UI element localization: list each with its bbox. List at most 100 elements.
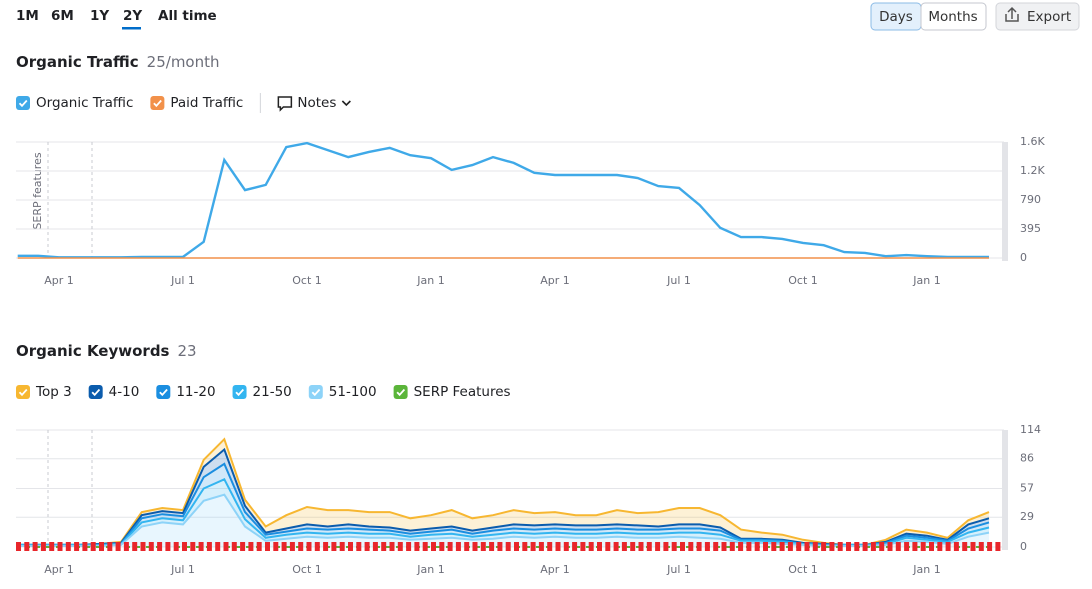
serp-flag (879, 542, 885, 551)
checkbox[interactable] (232, 385, 247, 399)
serp-flag (787, 542, 793, 551)
checkbox[interactable] (393, 385, 408, 399)
serp-flag (638, 542, 644, 551)
button-label[interactable]: Months (928, 9, 977, 25)
serp-flag (721, 542, 727, 551)
y-tick-label: 0 (1020, 251, 1027, 264)
serp-flag (779, 542, 785, 551)
x-tick-label: Apr 1 (540, 274, 570, 287)
y-annotation: SERP features (31, 152, 44, 229)
y-tick-label: 57 (1020, 482, 1034, 495)
checkbox-check (153, 99, 162, 108)
serp-flag (713, 542, 719, 551)
serp-flag (605, 542, 611, 551)
checkbox-box (156, 385, 171, 399)
serp-flag (49, 542, 55, 551)
serp-flag (215, 542, 221, 551)
export-button[interactable] (995, 2, 1080, 31)
serp-flag (580, 542, 586, 551)
checkbox-check (18, 99, 28, 108)
area-fill (17, 439, 989, 545)
serp-flag (182, 542, 187, 551)
period-tab[interactable]: 1M (16, 8, 39, 24)
serp-flag (754, 542, 760, 551)
serp-flag (563, 542, 569, 551)
legend-label[interactable]: Organic Traffic (36, 95, 133, 111)
legend-label[interactable]: 51-100 (329, 384, 377, 400)
button-label[interactable]: Export (1027, 9, 1071, 25)
x-tick-label: Jan 1 (416, 563, 444, 576)
serp-flag (372, 542, 378, 551)
serp-flag (32, 542, 38, 551)
serp-flag (530, 542, 536, 551)
serp-flag (763, 542, 768, 551)
serp-flag (904, 542, 910, 551)
title-text: Organic Keywords (16, 342, 170, 360)
legend-label[interactable]: 11-20 (176, 384, 215, 400)
serp-flag (406, 542, 412, 551)
serp-flag (671, 542, 677, 551)
chart-title: Organic Keywords 23 (16, 342, 197, 360)
notes-chevron[interactable] (341, 100, 351, 107)
x-tick-label: Jan 1 (912, 563, 940, 576)
x-tick-label: Jul 1 (170, 274, 195, 287)
serp-flag (123, 542, 129, 551)
serp-flag (65, 542, 71, 551)
checkbox-check (311, 388, 321, 397)
serp-flag (621, 542, 627, 551)
serp-flag (505, 542, 511, 551)
serp-flag (273, 542, 279, 551)
checkbox[interactable] (150, 96, 165, 110)
serp-flag (240, 542, 246, 551)
notes-icon[interactable] (277, 96, 293, 112)
serp-flag (248, 542, 254, 551)
serp-flag (688, 542, 694, 551)
serp-flag (696, 542, 702, 551)
serp-flag (962, 542, 968, 551)
legend-label[interactable]: SERP Features (414, 384, 511, 400)
checkbox-box (88, 385, 103, 399)
checkbox[interactable] (156, 385, 171, 399)
serp-flag (704, 542, 710, 551)
serp-flag (90, 542, 96, 551)
x-tick-label: Oct 1 (292, 274, 322, 287)
checkbox[interactable] (16, 96, 30, 110)
checkbox-box (232, 385, 247, 399)
serp-flag (680, 542, 685, 551)
notes-button[interactable]: Notes (297, 95, 336, 111)
export-icon (1005, 6, 1019, 22)
serp-flag (165, 542, 171, 551)
checkbox-box (16, 385, 30, 399)
serp-flag (837, 542, 843, 551)
serp-flag (987, 542, 993, 551)
serp-flag (597, 542, 602, 551)
button-label[interactable]: Days (879, 9, 913, 25)
serp-flag (289, 542, 295, 551)
period-tab[interactable]: 1Y (90, 8, 109, 24)
legend-label[interactable]: 4-10 (109, 384, 140, 400)
serp-flag (480, 542, 486, 551)
checkbox-box (393, 385, 408, 399)
period-tab[interactable]: 2Y (123, 8, 142, 24)
months-button[interactable] (920, 2, 987, 31)
legend-label[interactable]: Top 3 (35, 384, 72, 400)
checkbox[interactable] (88, 385, 103, 399)
period-tab[interactable]: All time (158, 8, 217, 24)
serp-flag (630, 542, 636, 551)
checkbox[interactable] (16, 385, 30, 399)
serp-flag (953, 542, 959, 551)
x-tick-label: Oct 1 (788, 563, 818, 576)
serp-flag (231, 542, 237, 551)
checkbox[interactable] (308, 385, 323, 399)
y-tick-label: 0 (1020, 540, 1027, 553)
period-tab[interactable]: 6M (51, 8, 74, 24)
legend-label[interactable]: 21-50 (253, 384, 292, 400)
legend-label[interactable]: Paid Traffic (170, 95, 243, 111)
active-tab-underline (122, 27, 141, 30)
serp-flag (455, 542, 461, 551)
checkbox-check (396, 388, 406, 397)
x-tick-label: Apr 1 (540, 563, 570, 576)
y-tick-label: 1.6K (1020, 135, 1045, 148)
